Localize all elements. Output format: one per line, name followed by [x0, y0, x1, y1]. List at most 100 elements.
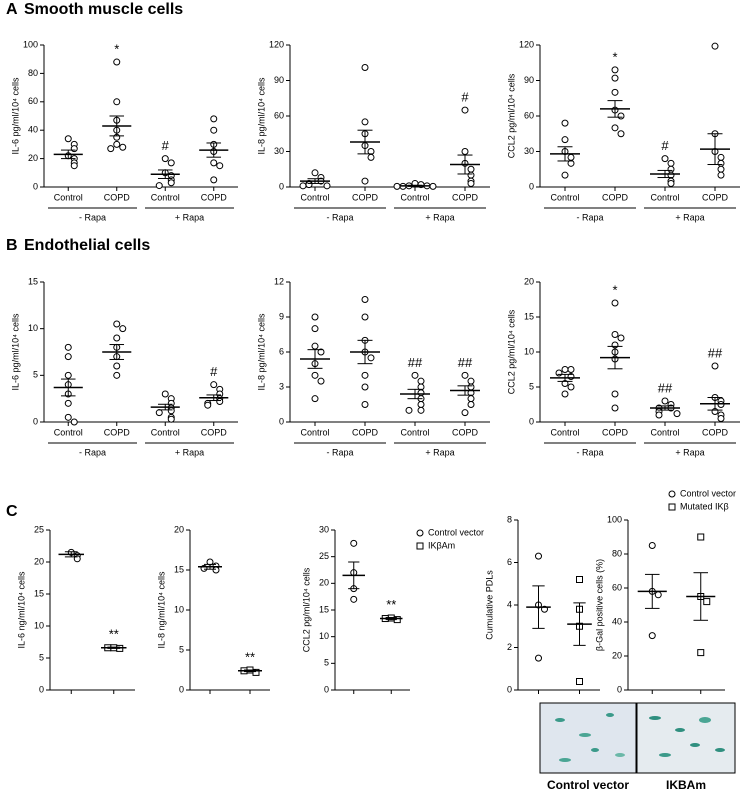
data-point — [317, 348, 325, 356]
data-point — [113, 140, 121, 148]
y-tick-label: 60 — [274, 110, 284, 120]
data-point — [311, 395, 319, 403]
y-axis-label: IL-6 pg/ml/10⁴ cells — [10, 313, 20, 390]
data-point — [417, 406, 425, 414]
y-tick-label: 90 — [524, 75, 534, 85]
micrograph — [539, 702, 637, 774]
group-label: - Rapa — [326, 212, 353, 222]
data-point — [717, 159, 725, 167]
data-point — [361, 63, 369, 71]
legend-marker — [668, 490, 676, 498]
group-label: - Rapa — [326, 447, 353, 457]
y-tick-label: 8 — [507, 514, 512, 524]
data-point — [611, 124, 619, 132]
group-label: + Rapa — [175, 447, 204, 457]
x-tick-label: Control — [650, 427, 679, 437]
y-tick-label: 0 — [617, 684, 622, 694]
y-tick-label: 30 — [524, 146, 534, 156]
legend-marker — [416, 529, 424, 537]
x-tick-label: Control — [300, 192, 329, 202]
annotation: ** — [386, 597, 396, 612]
data-point — [311, 325, 319, 333]
y-tick-label: 20 — [174, 524, 184, 534]
y-tick-label: 6 — [279, 346, 284, 356]
data-point — [64, 413, 72, 421]
data-point — [717, 171, 725, 179]
data-point — [311, 313, 319, 321]
y-tick-label: 10 — [34, 620, 44, 630]
legend-label: IKβAm — [428, 540, 455, 550]
data-point — [561, 119, 569, 127]
data-point — [393, 182, 401, 190]
data-point — [467, 171, 475, 179]
y-tick-label: 0 — [33, 416, 38, 426]
y-axis-label: CCL2 pg/ml/10⁴ cells — [301, 567, 311, 652]
y-tick-label: 5 — [39, 652, 44, 662]
y-tick-label: 0 — [179, 684, 184, 694]
data-point — [611, 74, 619, 82]
annotation: * — [114, 41, 119, 56]
y-tick-label: 120 — [269, 39, 284, 49]
data-point — [311, 169, 319, 177]
x-tick-label: Control — [151, 427, 180, 437]
y-tick-label: 20 — [34, 556, 44, 566]
y-tick-label: 80 — [28, 68, 38, 78]
section-label: B — [6, 237, 18, 254]
data-point — [561, 390, 569, 398]
data-point — [305, 181, 313, 189]
y-axis-label: IL-8 pg/ml/10⁴ cells — [256, 77, 266, 154]
annotation: ## — [408, 355, 423, 370]
y-tick-label: 3 — [279, 381, 284, 391]
data-point — [561, 366, 569, 373]
data-point — [467, 401, 475, 408]
image-caption: Control vector — [547, 778, 629, 792]
data-point — [64, 353, 72, 361]
y-tick-label: 25 — [34, 524, 44, 534]
data-point — [367, 354, 375, 362]
annotation: # — [162, 138, 170, 153]
data-point — [155, 409, 163, 417]
y-tick-label: 5 — [33, 370, 38, 380]
y-tick-label: 60 — [524, 110, 534, 120]
group-label: - Rapa — [576, 212, 603, 222]
legend-label: Mutated IKβ — [680, 501, 729, 511]
y-tick-label: 5 — [179, 644, 184, 654]
annotation: ## — [458, 355, 473, 370]
y-tick-label: 10 — [28, 323, 38, 333]
data-point — [155, 182, 163, 190]
data-point — [576, 678, 583, 685]
data-point — [535, 552, 542, 560]
data-point — [252, 668, 260, 676]
data-point — [697, 649, 705, 657]
y-axis-label: β-Gal positive cells (%) — [594, 559, 604, 651]
y-tick-label: 12 — [274, 276, 284, 286]
y-tick-label: 5 — [529, 381, 534, 391]
y-tick-label: 9 — [279, 311, 284, 321]
x-tick-label: Control — [550, 192, 579, 202]
annotation: ** — [109, 627, 119, 642]
legend-marker — [668, 503, 676, 511]
data-point — [161, 390, 169, 398]
data-point — [717, 415, 725, 422]
data-point — [576, 576, 583, 583]
y-axis-label: CCL2 pg/ml/10⁴ cells — [506, 73, 516, 158]
data-point — [611, 404, 619, 412]
y-tick-label: 20 — [28, 153, 38, 163]
data-point — [467, 395, 475, 403]
y-tick-label: 10 — [524, 346, 534, 356]
legend-marker — [416, 542, 424, 550]
group-label: - Rapa — [79, 212, 106, 222]
data-point — [212, 566, 220, 574]
y-tick-label: 20 — [524, 276, 534, 286]
data-point — [711, 362, 719, 370]
data-point — [64, 343, 72, 351]
data-point — [113, 334, 121, 342]
data-point — [350, 539, 358, 547]
data-point — [107, 145, 115, 153]
data-point — [461, 371, 469, 379]
data-point — [70, 145, 78, 153]
y-tick-label: 5 — [324, 658, 329, 668]
data-point — [654, 591, 662, 599]
x-tick-label: Control — [54, 192, 83, 202]
y-axis-label: IL-6 pg/ml/10⁴ cells — [10, 77, 20, 154]
